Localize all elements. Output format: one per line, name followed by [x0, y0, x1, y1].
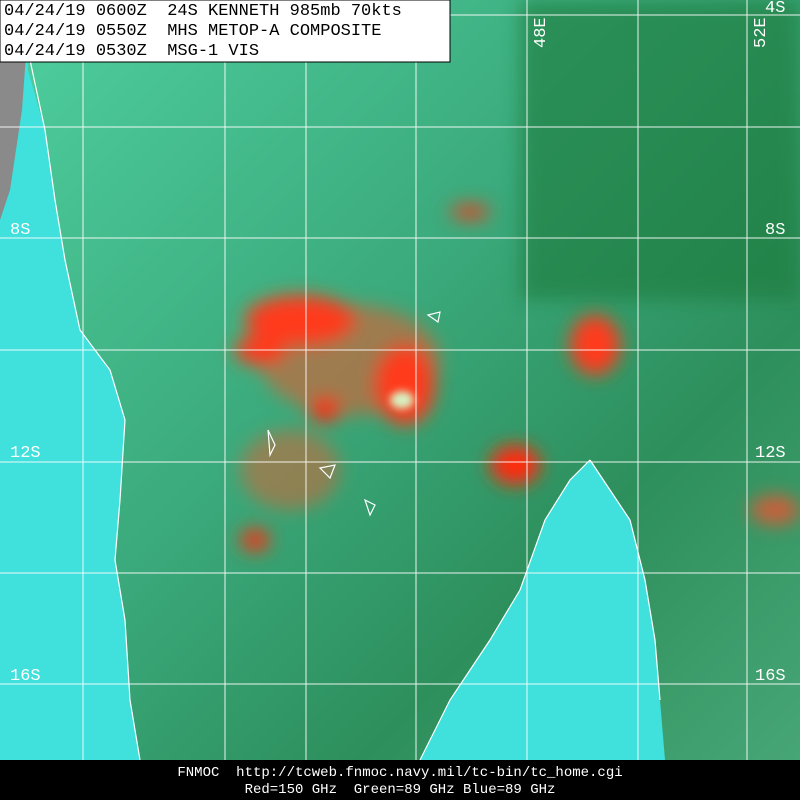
lat-label: 4S [765, 0, 785, 18]
footer-box [0, 760, 800, 800]
storm [235, 204, 800, 552]
eye [390, 391, 414, 409]
lon-label: 52E [752, 17, 771, 48]
lat-label: 12S [10, 444, 41, 463]
header-line: 04/24/19 0600Z 24S KENNETH 985mb 70kts [4, 2, 402, 21]
lon-label: 48E [532, 17, 551, 48]
land-madagascar [420, 460, 665, 760]
graticule [0, 0, 800, 760]
lat-label: 12S [755, 444, 786, 463]
land-africa [0, 0, 140, 760]
dry-air [520, 0, 800, 300]
header-line: 04/24/19 0530Z MSG-1 VIS [4, 42, 259, 61]
footer-line: Red=150 GHz Green=89 GHz Blue=89 GHz [245, 782, 556, 798]
lat-label: 16S [755, 667, 786, 686]
lat-label: 8S [765, 221, 785, 240]
footer-line: FNMOC http://tcweb.fnmoc.navy.mil/tc-bin… [177, 765, 622, 781]
lat-label: 16S [10, 667, 41, 686]
header-box [0, 0, 451, 63]
lat-label: 8S [10, 221, 30, 240]
header-line: 04/24/19 0550Z MHS METOP-A COMPOSITE [4, 22, 381, 41]
